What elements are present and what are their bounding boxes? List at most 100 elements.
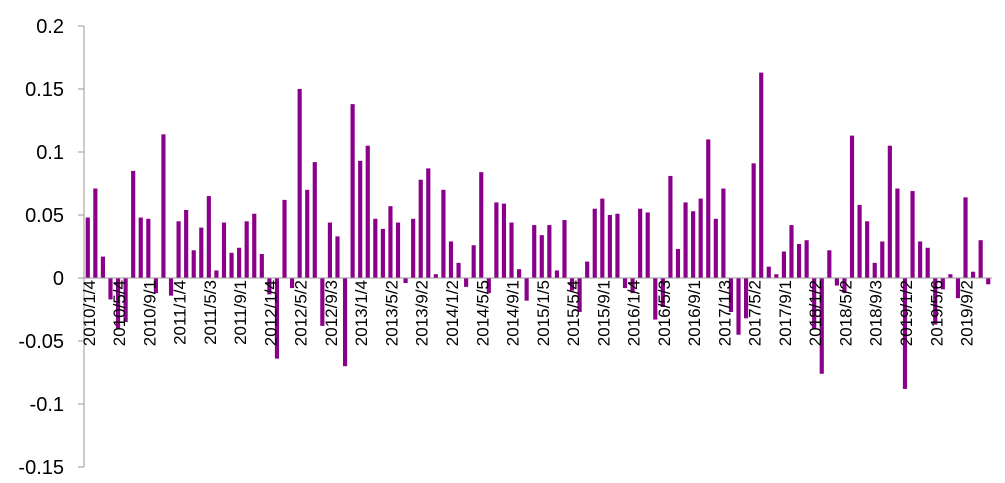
bar [123,278,128,323]
x-tick-label: 2010/1/4 [80,280,99,346]
bar [721,188,726,278]
bar [569,278,575,291]
bar [796,243,802,278]
x-tick-label: 2017/9/1 [776,280,795,346]
bar [827,250,832,278]
bar [986,278,991,285]
bar [471,245,476,278]
x-tick-label: 2011/9/1 [231,280,250,345]
bar [849,135,855,278]
x-tick-label: 2010/9/1 [140,280,159,346]
bar [146,218,151,278]
bar [554,270,559,278]
bar [282,199,287,278]
y-tick-label: -0.05 [18,331,64,353]
bar [509,222,514,278]
y-tick-label: -0.1 [30,394,64,416]
bar [517,269,522,278]
bar [373,218,378,278]
x-tick-label: 2013/9/2 [413,280,432,346]
x-tick-label: 2018/1/2 [806,280,825,346]
bar [441,189,446,278]
bar [426,168,431,278]
x-tick-label: 2017/5/2 [746,280,765,346]
bar [486,278,491,294]
bar [736,278,741,335]
x-tick-label: 2016/9/1 [685,280,704,346]
x-tick-label: 2019/5/6 [927,280,946,346]
bar [403,278,408,284]
x-tick-label: 2016/1/4 [625,280,644,346]
bar [138,217,143,278]
bar [812,278,817,329]
bar [600,198,605,278]
bar [948,274,953,278]
bar [585,261,590,278]
bar [706,139,711,278]
bar [395,222,401,278]
bar [880,241,885,278]
bar [547,225,552,278]
x-tick-label: 2017/1/3 [715,280,734,346]
bar [668,175,673,278]
bar [312,162,317,278]
x-tick-label: 2014/5/5 [473,280,492,346]
y-tick-label: 0.15 [25,79,64,101]
bar [728,278,734,313]
bar [358,160,363,278]
bar [971,271,976,278]
bar [214,270,219,278]
x-tick-label: 2013/5/2 [382,280,401,346]
bar [191,250,196,278]
bar [691,211,696,278]
x-tick-label: 2012/5/2 [292,280,311,346]
bar [532,225,537,278]
y-axis: -0.15 -0.1 -0.05 0 0.05 0.1 0.15 0.2 [18,16,85,479]
bar [562,220,567,278]
bar [872,262,877,278]
bar [865,221,870,278]
bar [592,208,597,278]
bar [350,104,355,279]
bar [237,247,242,278]
bar [206,196,211,278]
x-tick-label: 2015/5/4 [564,280,583,346]
bar [433,274,438,278]
x-tick-label: 2010/5/4 [110,280,129,346]
bar [229,252,234,278]
bar [653,278,658,320]
bar [418,179,423,278]
bar [857,204,862,278]
x-tick-label: 2011/1/4 [171,280,190,345]
bar [342,278,348,367]
x-tick-label: 2014/9/1 [504,280,523,346]
bar [607,215,612,278]
bar [789,225,794,278]
bar [925,247,930,278]
bar [448,241,454,278]
bar [85,217,90,278]
bar [131,170,136,278]
bar [305,189,310,278]
x-tick-label: 2018/9/3 [867,280,886,346]
bar [630,278,635,294]
bar [153,278,158,294]
bar [380,228,385,278]
bar [804,240,809,278]
bar [501,203,507,278]
x-tick-label: 2014/1/2 [443,280,462,346]
bar [161,134,166,278]
bar [199,227,204,278]
bar [479,172,484,278]
bar [622,278,628,289]
x-tick-label: 2015/9/1 [594,280,613,346]
x-tick-label: 2011/5/3 [201,280,220,345]
bar [365,145,370,278]
bar [615,213,620,278]
bar [411,218,416,278]
bar [902,278,908,389]
bar [918,241,923,278]
bar [819,278,824,374]
bar [955,278,961,299]
bar [335,236,340,278]
